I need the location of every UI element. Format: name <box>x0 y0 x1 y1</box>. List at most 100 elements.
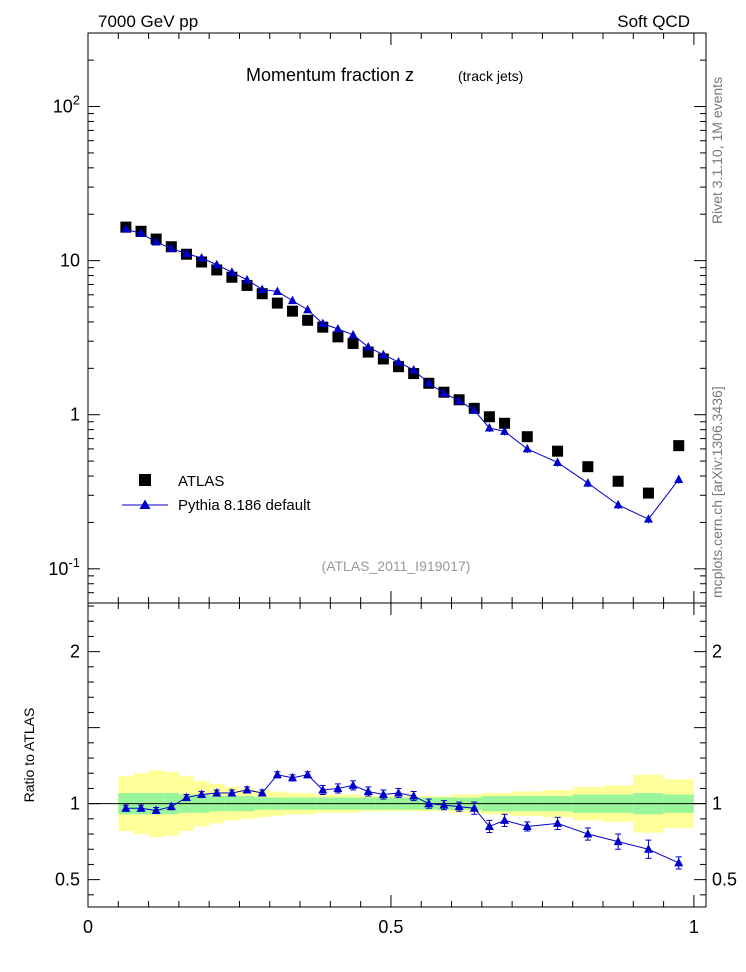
ratio-point <box>394 788 404 797</box>
pythia-point <box>394 356 404 366</box>
ratio-y-tick-label: 1 <box>70 794 80 814</box>
atlas-point <box>211 264 223 276</box>
legend-label-pythia: Pythia 8.186 default <box>178 497 311 514</box>
pythia-point <box>522 443 532 453</box>
ratio-point <box>166 801 176 811</box>
ratio-panel-frame <box>87 602 707 908</box>
atlas-point <box>256 288 268 300</box>
y-tick-label: 1 <box>70 405 80 425</box>
ratio-point <box>257 788 267 797</box>
atlas-point <box>521 431 533 443</box>
atlas-point <box>271 297 283 309</box>
pythia-point <box>227 267 237 276</box>
ratio-point <box>454 801 464 811</box>
pythia-point <box>257 284 267 293</box>
atlas-point <box>286 305 298 317</box>
pythia-point <box>439 388 449 397</box>
pythia-point <box>333 323 343 333</box>
atlas-point <box>393 361 405 373</box>
pythia-point <box>553 457 563 466</box>
ratio-point <box>136 803 146 812</box>
atlas-point <box>483 411 495 423</box>
ratio-point <box>553 818 563 827</box>
main-panel-frame <box>87 32 707 604</box>
atlas-point <box>302 314 314 326</box>
pythia-point <box>303 304 313 314</box>
ratio-point <box>227 788 237 797</box>
chart-subtitle: (track jets) <box>458 68 523 84</box>
ratio-point <box>318 784 328 794</box>
analysis-label: (ATLAS_2011_I919017) <box>322 558 471 574</box>
ratio-y-tick-label: 2 <box>70 642 80 662</box>
ratio-point <box>378 789 388 799</box>
atlas-point <box>552 445 564 457</box>
chart-title: Momentum fraction z <box>246 65 414 85</box>
atlas-point <box>499 417 511 429</box>
pythia-point <box>287 295 297 305</box>
ratio-point <box>643 844 653 853</box>
pythia-point <box>136 228 146 237</box>
legend-marker-atlas <box>139 474 151 486</box>
ratio-point <box>212 788 222 797</box>
ratio-point <box>287 772 297 782</box>
ratio-point <box>333 783 343 792</box>
ratio-point <box>151 805 161 814</box>
atlas-point <box>362 346 374 358</box>
pythia-point <box>197 252 207 262</box>
pythia-point <box>166 243 176 252</box>
ratio-point <box>348 780 358 789</box>
mcplots-label: mcplots.cern.ch [arXiv:1306.3436] <box>709 386 725 598</box>
ratio-y-tick-label-right: 2 <box>712 642 722 662</box>
atlas-point <box>196 256 208 268</box>
pythia-point <box>378 349 388 359</box>
ratio-y-tick-label: 0.5 <box>55 870 80 890</box>
ratio-point <box>424 798 434 808</box>
pythia-point <box>424 378 434 387</box>
ratio-point <box>522 821 532 830</box>
legend-label-atlas: ATLAS <box>178 473 224 490</box>
ratio-y-tick-label-right: 0.5 <box>712 870 737 890</box>
pythia-point <box>583 478 593 487</box>
y-tick-label: 102 <box>53 93 80 117</box>
atlas-point <box>377 353 389 365</box>
pythia-point <box>643 514 653 523</box>
pythia-point <box>242 274 252 284</box>
ratio-point <box>409 791 419 800</box>
pythia-point <box>409 365 419 374</box>
atlas-point <box>612 475 624 487</box>
pythia-point <box>318 318 328 328</box>
ratio-point <box>303 769 313 779</box>
ratio-line <box>125 774 679 864</box>
pythia-point <box>212 259 222 269</box>
pythia-point <box>363 342 373 351</box>
ratio-point <box>272 769 282 779</box>
main-panel: 10-1 1 10 102 <box>48 32 706 604</box>
pythia-point <box>484 422 494 432</box>
y-tick-label: 10-1 <box>48 555 80 579</box>
x-tick-label: 0.5 <box>378 917 403 937</box>
pythia-point <box>469 405 479 414</box>
ratio-point <box>500 815 510 824</box>
atlas-point <box>673 440 685 452</box>
ratio-point <box>484 821 494 830</box>
ratio-point <box>363 786 373 795</box>
ratio-point <box>469 803 479 812</box>
ratio-point <box>439 800 449 809</box>
atlas-point <box>582 461 594 473</box>
pythia-point <box>674 474 684 483</box>
ratio-y-tick-label-right: 1 <box>712 794 722 814</box>
ratio-point <box>197 789 207 799</box>
atlas-point <box>408 368 420 380</box>
x-tick-label: 0 <box>83 917 93 937</box>
pythia-point <box>454 395 464 405</box>
pythia-point <box>181 248 191 258</box>
pythia-point <box>613 499 623 509</box>
legend: ATLAS Pythia 8.186 default <box>122 473 311 514</box>
pythia-point <box>500 426 510 435</box>
ratio-point <box>583 829 593 838</box>
atlas-point <box>332 331 344 343</box>
ratio-ylabel: Ratio to ATLAS <box>21 708 37 803</box>
atlas-point <box>347 337 359 349</box>
y-tick-label: 10 <box>60 251 80 271</box>
